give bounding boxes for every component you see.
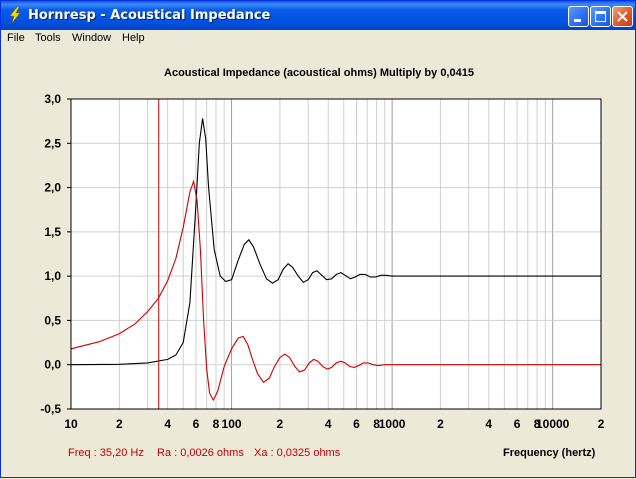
x-tick-label: 4 [325, 417, 332, 431]
y-tick-label: -0,5 [40, 402, 61, 416]
plot-frame [70, 98, 602, 410]
close-icon [617, 11, 628, 22]
x-tick-label: 6 [353, 417, 360, 431]
minimize-button[interactable] [568, 6, 589, 27]
x-tick-label: 2 [116, 417, 123, 431]
menu-bar: File Tools Window Help [1, 30, 635, 49]
x-tick-label: 10000 [536, 417, 570, 431]
status-ra: Ra : 0,0026 ohms [157, 447, 244, 459]
title-bar[interactable]: Hornresp - Acoustical Impedance [1, 1, 635, 30]
x-tick-label: 8 [373, 417, 380, 431]
minimize-icon [574, 19, 581, 22]
y-tick-label: 1,0 [44, 269, 61, 283]
menu-window[interactable]: Window [72, 32, 112, 44]
x-tick-label: 1000 [379, 417, 406, 431]
menu-file[interactable]: File [7, 32, 25, 44]
menu-tools[interactable]: Tools [35, 32, 61, 44]
x-tick-label: 10 [64, 417, 78, 431]
resistance-curve [70, 118, 601, 366]
status-xa: Xa : 0,0325 ohms [254, 447, 341, 459]
reactance-curve [70, 179, 601, 402]
lightning-icon [9, 7, 21, 23]
x-tick-label: 2 [277, 417, 284, 431]
y-tick-label: 0,0 [44, 358, 61, 372]
x-tick-label: 2 [598, 417, 605, 431]
maximize-button[interactable] [590, 6, 611, 27]
y-tick-label: 2,5 [44, 136, 61, 150]
x-tick-label: 100 [222, 417, 242, 431]
close-button[interactable] [612, 6, 633, 27]
menu-help[interactable]: Help [122, 32, 145, 44]
x-tick-label: 4 [164, 417, 171, 431]
window-title: Hornresp - Acoustical Impedance [28, 8, 271, 23]
x-tick-label: 6 [514, 417, 521, 431]
x-tick-label: 2 [437, 417, 444, 431]
chart-title: Acoustical Impedance (acoustical ohms) M… [164, 67, 474, 79]
maximize-icon [595, 11, 606, 22]
y-tick-label: 1,5 [44, 225, 61, 239]
status-freq: Freq : 35,20 Hz [68, 447, 144, 459]
x-tick-label: 6 [193, 417, 200, 431]
plot-area [71, 99, 601, 409]
y-tick-label: 2,0 [44, 181, 61, 195]
x-tick-label: 8 [534, 417, 541, 431]
y-tick-label: 0,5 [44, 313, 61, 327]
x-axis-label: Frequency (hertz) [503, 447, 596, 459]
x-tick-label: 8 [213, 417, 220, 431]
x-tick-label: 4 [485, 417, 492, 431]
y-tick-label: 3,0 [44, 92, 61, 106]
